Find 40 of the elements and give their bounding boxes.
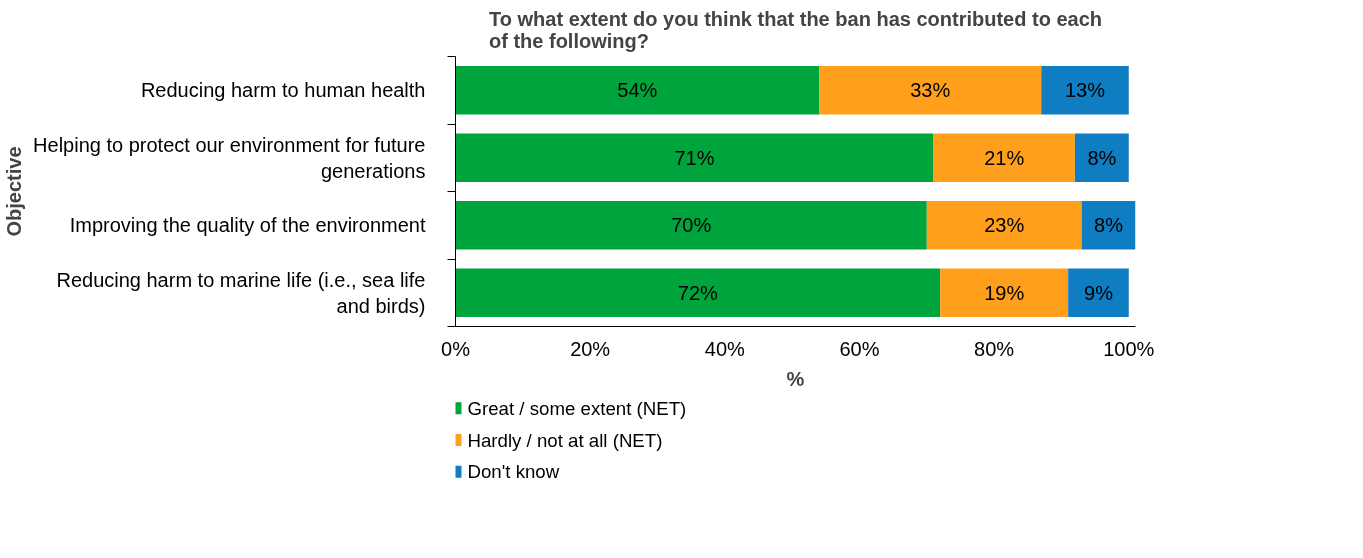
data-label: 33%: [910, 79, 951, 102]
legend-label: Hardly / not at all (NET): [467, 429, 663, 451]
chart-title: To what extent do you think that the ban has contributed to each of the following?: [489, 7, 1103, 52]
data-label: 8%: [1087, 146, 1117, 169]
y-tick-label: Helping to protect our environment for future generations: [33, 133, 426, 182]
bar: [455, 133, 934, 183]
x-tick-label: 0%: [441, 337, 471, 360]
data-label: 13%: [1064, 79, 1106, 102]
data-label: 21%: [984, 146, 1025, 169]
data-label: 8%: [1094, 214, 1124, 237]
bar: [933, 133, 1075, 183]
data-label: 23%: [984, 214, 1025, 237]
bar: [1041, 65, 1129, 115]
x-axis-title: %: [786, 367, 805, 390]
bar: [455, 65, 820, 115]
data-label: 19%: [984, 281, 1025, 304]
bar: [926, 200, 1082, 250]
x-tick-label: 20%: [570, 337, 611, 360]
y-axis-title: Objective: [3, 146, 26, 237]
y-tick-label: Improving the quality of the environment: [69, 214, 426, 237]
y-tick-label: Reducing harm to human health: [140, 79, 426, 102]
bar: [1074, 133, 1129, 183]
x-tick-label: 60%: [839, 337, 880, 360]
bar: [1068, 268, 1129, 318]
bar: [1081, 200, 1136, 250]
x-tick-label: 80%: [974, 337, 1015, 360]
legend-label: Great / some extent (NET): [467, 397, 687, 419]
bar: [819, 65, 1042, 115]
legend-label: Don't know: [467, 461, 560, 483]
data-label: 70%: [671, 214, 712, 237]
x-tick-label: 40%: [704, 337, 746, 360]
bar: [940, 268, 1069, 318]
data-label: 71%: [674, 146, 715, 169]
bar: [455, 200, 927, 250]
data-label: 72%: [677, 281, 719, 304]
data-label: 9%: [1084, 281, 1114, 304]
y-tick-label: Reducing harm to marine life (i.e., sea life and birds): [56, 268, 426, 317]
data-label: 54%: [617, 79, 658, 102]
x-tick-label: 100%: [1103, 337, 1155, 360]
bar: [455, 268, 941, 318]
